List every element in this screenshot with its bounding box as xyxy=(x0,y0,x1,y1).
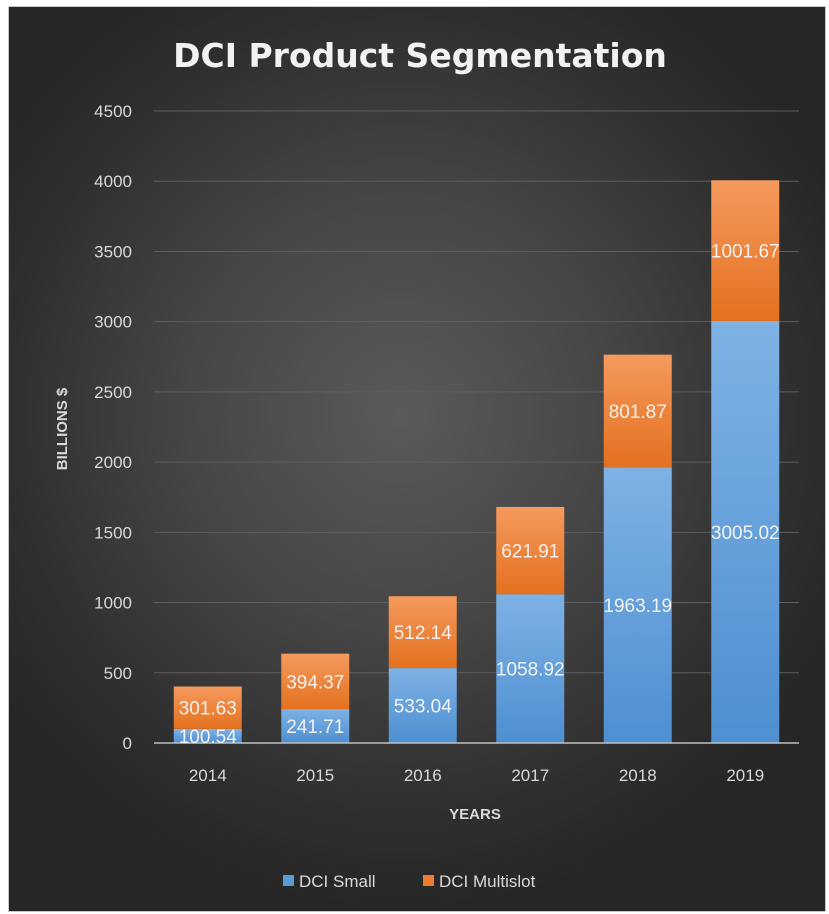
y-tick-label: 3500 xyxy=(94,242,132,261)
y-tick-label: 500 xyxy=(104,664,132,683)
data-label: 533.04 xyxy=(394,697,453,718)
bar-segment xyxy=(281,709,350,743)
y-tick-label: 0 xyxy=(123,734,132,753)
x-axis-title: YEARS xyxy=(449,806,501,823)
gridlines xyxy=(154,110,799,674)
data-label: 301.63 xyxy=(179,699,237,720)
bar-segment xyxy=(173,686,242,729)
bar-segment xyxy=(603,354,672,468)
legend-swatch xyxy=(283,875,294,886)
data-label: 1058.92 xyxy=(496,660,565,681)
bar-segment xyxy=(603,467,672,743)
data-label: 1963.19 xyxy=(603,596,672,617)
data-label: 3005.02 xyxy=(711,523,780,544)
axes: 0 500 1000 1500 2000 2500 3000 3500 4000 4500 2014… xyxy=(94,102,799,785)
data-label: 1001.67 xyxy=(711,242,780,263)
bar-segment xyxy=(173,728,242,743)
y-tick-label: 1500 xyxy=(94,523,132,542)
bar-segment xyxy=(281,653,350,710)
bar-segment xyxy=(388,668,457,743)
chart: DCI Product Segmentation 0 500 1000 1500 200… xyxy=(54,36,799,891)
legend-swatch xyxy=(423,875,434,886)
x-tick-label: 2017 xyxy=(511,766,549,785)
data-label: 621.91 xyxy=(501,542,559,563)
bar-segment xyxy=(496,506,565,595)
data-label: 100.54 xyxy=(179,727,238,748)
data-label: 394.37 xyxy=(286,672,344,693)
x-tick-label: 2016 xyxy=(404,766,442,785)
data-label: 241.71 xyxy=(286,717,344,738)
y-tick-label: 2000 xyxy=(94,453,132,472)
y-tick-label: 4500 xyxy=(94,102,132,121)
x-tick-label: 2018 xyxy=(619,766,657,785)
bars xyxy=(173,180,780,743)
bar-segment xyxy=(711,320,780,743)
y-tick-label: 3000 xyxy=(94,313,132,332)
y-tick-label: 2500 xyxy=(94,383,132,402)
data-label: 512.14 xyxy=(394,623,453,644)
y-tick-label: 4000 xyxy=(94,172,132,191)
legend-label: DCI Multislot xyxy=(439,872,536,891)
bar-segment xyxy=(496,594,565,743)
legend: DCI Small DCI Multislot xyxy=(283,872,536,891)
bar-segment xyxy=(388,596,457,669)
x-tick-label: 2019 xyxy=(726,766,764,785)
legend-label: DCI Small xyxy=(299,872,376,891)
chart-title: DCI Product Segmentation xyxy=(173,36,667,75)
x-tick-label: 2015 xyxy=(296,766,334,785)
y-tick-label: 1000 xyxy=(94,594,132,613)
data-label: 801.87 xyxy=(609,402,667,423)
y-axis-title: BILLIONS $ xyxy=(54,387,71,470)
x-tick-label: 2014 xyxy=(189,766,227,785)
bar-segment xyxy=(711,180,780,321)
data-labels: 100.54 301.63 241.71 394.37 533.04 512.14 1058… xyxy=(179,242,780,748)
chart-frame: DCI Product Segmentation 0 500 1000 1500 200… xyxy=(8,6,826,912)
